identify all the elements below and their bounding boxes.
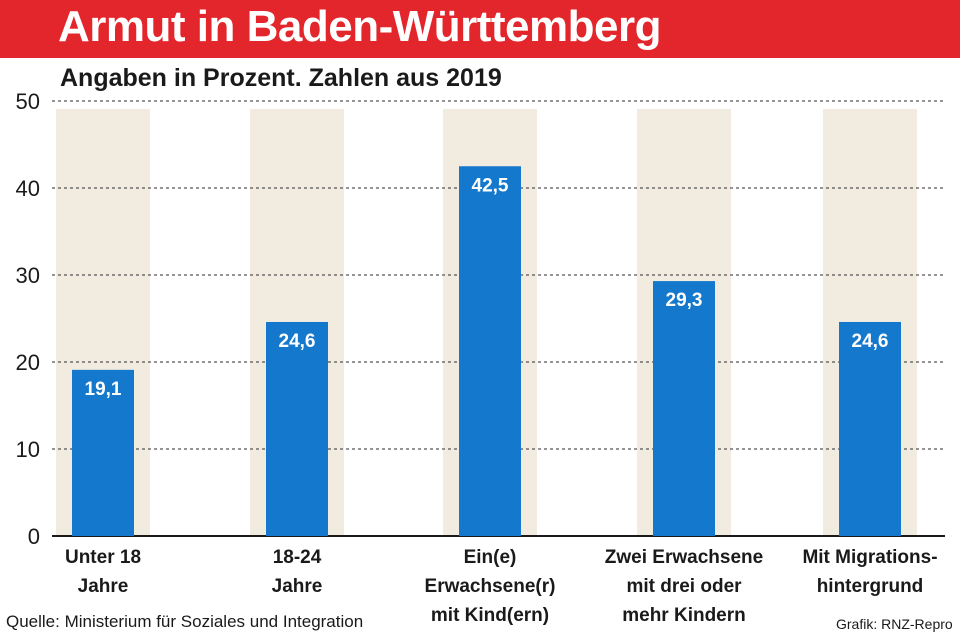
bar-value-label: 24,6 (279, 331, 316, 352)
x-tick-label: mit drei oder (626, 576, 742, 597)
graphic-credit: Grafik: RNZ-Repro (836, 616, 953, 632)
bar (653, 281, 715, 536)
x-tick-label: mit Kind(ern) (431, 605, 549, 626)
x-tick-label: Erwachsene(r) (425, 576, 556, 597)
y-tick-label: 0 (28, 524, 40, 549)
x-tick-label: Jahre (272, 576, 323, 597)
bar (266, 321, 328, 536)
bar (839, 321, 901, 536)
bar (459, 166, 521, 536)
bar-value-label: 24,6 (852, 331, 889, 352)
y-tick-label: 10 (16, 437, 40, 462)
source-note: Quelle: Ministerium für Soziales und Int… (6, 612, 364, 631)
x-tick-label: Jahre (78, 576, 129, 597)
x-tick-label: Zwei Erwachsene (605, 547, 763, 568)
y-tick-label: 30 (16, 263, 40, 288)
bar-value-label: 42,5 (472, 175, 509, 196)
bar-value-label: 19,1 (85, 379, 122, 400)
x-tick-label: Unter 18 (65, 547, 141, 568)
y-tick-label: 40 (16, 176, 40, 201)
y-tick-label: 50 (16, 89, 40, 114)
bar-value-label: 29,3 (666, 290, 703, 311)
x-tick-label: Ein(e) (464, 547, 517, 568)
bar (72, 369, 134, 536)
chart-title: Armut in Baden-Württemberg (58, 2, 662, 51)
x-tick-label: hintergrund (817, 576, 924, 597)
chart-subtitle: Angaben in Prozent. Zahlen aus 2019 (60, 64, 502, 92)
x-tick-label: mehr Kindern (622, 605, 746, 626)
x-tick-label: Mit Migrations- (802, 547, 937, 568)
x-tick-label: 18-24 (273, 547, 322, 568)
y-tick-label: 20 (16, 350, 40, 375)
title-bar (0, 0, 960, 58)
